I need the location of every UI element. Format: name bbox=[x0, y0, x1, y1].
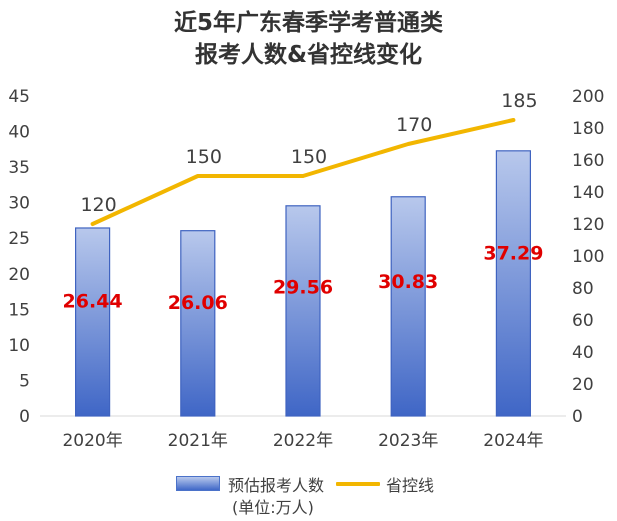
y-right-tick-label: 100 bbox=[572, 247, 604, 267]
chart-title-line-2: 报考人数&省控线变化 bbox=[194, 42, 423, 68]
y-left-tick-label: 40 bbox=[8, 123, 30, 143]
bar-data-label: 26.06 bbox=[168, 292, 228, 314]
bar-data-label: 37.29 bbox=[483, 243, 543, 265]
line-data-label: 120 bbox=[80, 194, 116, 216]
y-left-tick-label: 15 bbox=[8, 300, 30, 320]
line-data-label: 170 bbox=[396, 114, 432, 136]
legend-bar-swatch bbox=[176, 476, 220, 491]
bar bbox=[74, 227, 111, 417]
y-right-tick-label: 140 bbox=[572, 183, 604, 203]
y-left-tick-label: 0 bbox=[19, 407, 30, 427]
x-category-label: 2023年 bbox=[378, 431, 438, 451]
y-left-tick-label: 30 bbox=[8, 194, 30, 214]
x-category-label: 2021年 bbox=[168, 431, 228, 451]
y-right-tick-label: 160 bbox=[572, 151, 604, 171]
chart-plot: 0 5 10 15 20 25 30 35 40 45 0 20 40 60 80 100 120 140 160 1… bbox=[8, 87, 604, 451]
y-right-tick-label: 80 bbox=[572, 279, 594, 299]
y-right-tick-label: 40 bbox=[572, 343, 594, 363]
bar bbox=[180, 230, 216, 417]
chart-title-line-1: 近5年广东春季学考普通类 bbox=[173, 10, 443, 36]
line-data-label: 150 bbox=[291, 146, 327, 168]
y-left-tick-label: 45 bbox=[8, 87, 30, 107]
bar-data-label: 29.56 bbox=[273, 277, 333, 299]
y-left-tick-label: 5 bbox=[19, 371, 30, 391]
legend-line-swatch bbox=[336, 482, 380, 486]
line-data-label: 185 bbox=[501, 90, 537, 112]
line-data-label: 150 bbox=[186, 146, 222, 168]
legend-line-label: 省控线 bbox=[386, 476, 435, 495]
y-right-tick-label: 60 bbox=[572, 311, 594, 331]
bar-data-label: 30.83 bbox=[378, 271, 438, 293]
line-series-province-control bbox=[90, 118, 516, 226]
y-right-tick-label: 120 bbox=[572, 215, 604, 235]
y-left-tick-label: 10 bbox=[8, 336, 30, 356]
y-right-tick-label: 200 bbox=[572, 87, 604, 107]
y-left-tick-label: 20 bbox=[8, 265, 30, 285]
y-right-tick-label: 180 bbox=[572, 119, 604, 139]
bar-data-label: 26.44 bbox=[63, 290, 123, 312]
x-category-label: 2022年 bbox=[273, 431, 333, 451]
legend-bar-label: 预估报考人数 bbox=[228, 476, 325, 495]
bar bbox=[390, 196, 426, 417]
y-right-tick-label: 0 bbox=[572, 407, 583, 427]
x-category-label: 2020年 bbox=[62, 431, 122, 451]
chart-legend: 预估报考人数 (单位:万人) 省控线 bbox=[0, 470, 617, 520]
y-left-tick-label: 35 bbox=[8, 158, 30, 178]
bar bbox=[495, 150, 531, 417]
bar bbox=[285, 205, 321, 417]
y-right-tick-label: 20 bbox=[572, 375, 594, 395]
x-category-label: 2024年 bbox=[483, 431, 543, 451]
y-left-tick-label: 25 bbox=[8, 229, 30, 249]
legend-bar-unit: (单位:万人) bbox=[232, 498, 314, 517]
